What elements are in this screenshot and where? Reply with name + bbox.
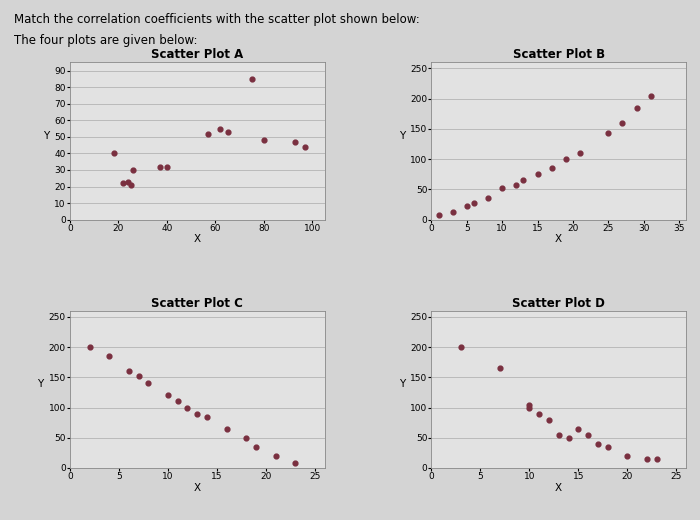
Point [108, 149, 119, 158]
Point [84, 343, 95, 351]
Point [104, 352, 115, 360]
Point [641, 455, 652, 463]
Point [582, 431, 594, 439]
Point [433, 211, 444, 219]
Point [122, 177, 134, 186]
Point [617, 119, 628, 127]
Title: Scatter Plot A: Scatter Plot A [151, 48, 244, 61]
Point [560, 155, 571, 163]
Title: Scatter Plot D: Scatter Plot D [512, 296, 606, 309]
Point [154, 162, 165, 171]
Point [123, 367, 134, 375]
Point [118, 179, 129, 187]
Point [511, 180, 522, 189]
Y-axis label: Y: Y [43, 131, 49, 141]
Point [300, 142, 311, 151]
Point [202, 129, 214, 138]
X-axis label: X: X [555, 483, 562, 492]
Y-axis label: Y: Y [37, 380, 43, 389]
Point [162, 162, 173, 171]
Point [494, 364, 505, 372]
Point [221, 424, 232, 433]
Point [133, 372, 144, 380]
Point [143, 379, 154, 387]
Point [592, 439, 603, 448]
Point [222, 128, 233, 136]
Text: The four plots are given below:: The four plots are given below: [14, 34, 197, 47]
Point [622, 452, 633, 460]
Point [645, 92, 656, 100]
Point [543, 415, 554, 424]
Point [524, 404, 535, 412]
Point [546, 164, 557, 172]
Point [468, 199, 480, 207]
X-axis label: X: X [555, 234, 562, 244]
Point [251, 443, 262, 451]
Point [447, 207, 458, 216]
Point [241, 434, 252, 442]
Point [258, 136, 270, 145]
Y-axis label: Y: Y [398, 131, 405, 141]
Text: Match the correlation coefficients with the scatter plot shown below:: Match the correlation coefficients with … [14, 13, 420, 26]
Point [603, 129, 614, 137]
Point [524, 400, 535, 409]
Point [192, 409, 203, 418]
Point [651, 455, 662, 463]
Point [631, 103, 642, 112]
Point [162, 391, 174, 399]
Point [172, 397, 183, 406]
Point [127, 166, 139, 174]
Point [290, 138, 301, 146]
Point [461, 202, 472, 211]
Point [563, 434, 574, 442]
X-axis label: X: X [194, 234, 201, 244]
Point [125, 180, 136, 189]
Point [246, 75, 258, 83]
Point [573, 424, 584, 433]
Point [182, 404, 193, 412]
Point [270, 452, 281, 460]
Point [215, 124, 226, 133]
Point [518, 176, 529, 185]
Point [496, 184, 507, 192]
Point [202, 412, 213, 421]
Title: Scatter Plot B: Scatter Plot B [512, 48, 605, 61]
Y-axis label: Y: Y [398, 380, 405, 389]
Point [532, 170, 543, 178]
Title: Scatter Plot C: Scatter Plot C [151, 296, 243, 309]
X-axis label: X: X [194, 483, 201, 492]
Point [455, 343, 466, 351]
Point [533, 409, 545, 418]
Point [574, 149, 585, 157]
Point [602, 443, 613, 451]
Point [290, 459, 301, 467]
Point [482, 194, 493, 203]
Point [553, 431, 564, 439]
